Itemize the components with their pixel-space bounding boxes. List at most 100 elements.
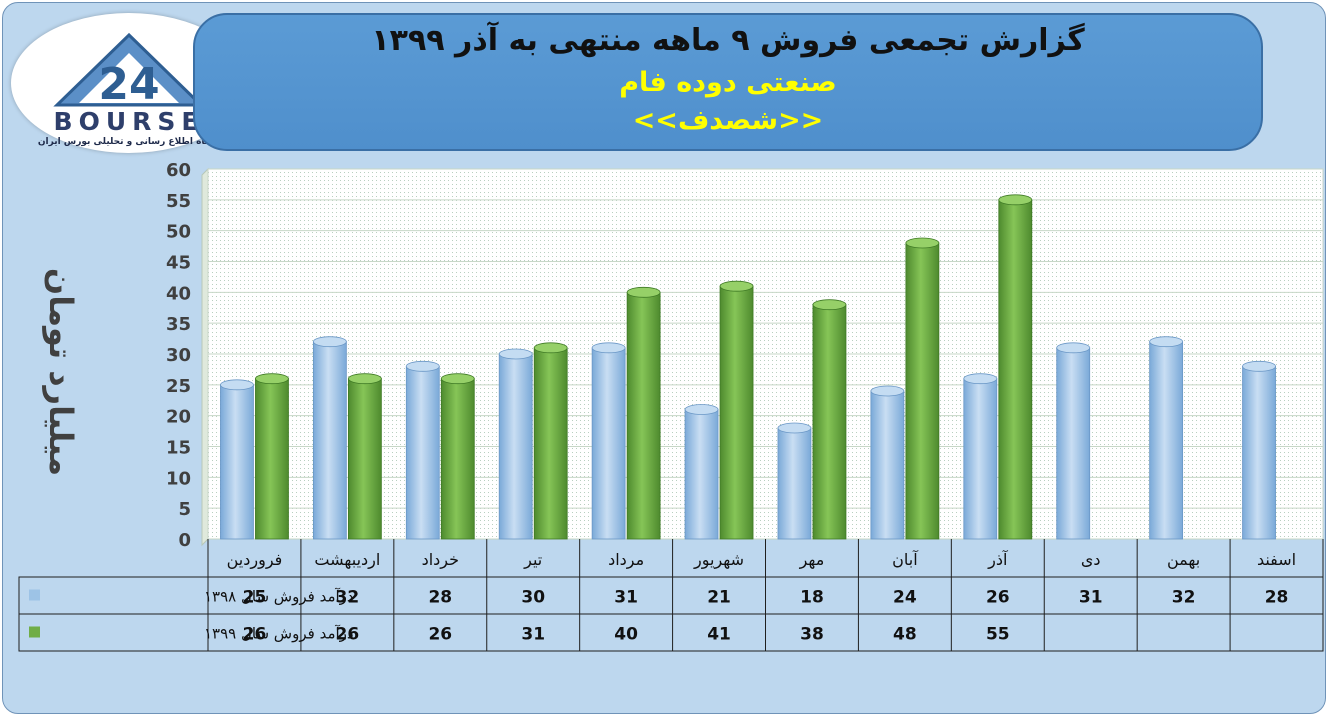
x-tick-label: مهر: [799, 550, 825, 570]
title-banner: گزارش تجمعی فروش ۹ ماهه منتهی به آذر ۱۳۹…: [193, 13, 1263, 151]
bar: [498, 348, 533, 540]
y-tick-label: 60: [166, 160, 191, 181]
symbol-name: <<شصدف>>: [632, 105, 824, 136]
bar-top: [498, 348, 533, 360]
bar-body: [591, 347, 626, 540]
bar: [719, 280, 754, 540]
x-tick-label: آذر: [987, 550, 1009, 570]
bar-body: [905, 242, 940, 540]
bar: [777, 422, 812, 540]
bar-body: [1056, 347, 1091, 540]
data-label: 38: [800, 625, 824, 645]
bar-top: [1056, 342, 1091, 354]
bar: [963, 373, 998, 540]
x-tick-label: اردیبهشت: [314, 550, 380, 570]
x-tick-label: مرداد: [608, 550, 644, 570]
logo-wordmark: BOURSE: [53, 107, 205, 136]
bar-top: [1242, 360, 1276, 372]
bar-top: [405, 360, 440, 372]
data-label: 32: [336, 588, 360, 608]
data-label: 30: [521, 588, 545, 608]
report-title: گزارش تجمعی فروش ۹ ماهه منتهی به آذر ۱۳۹…: [371, 23, 1085, 58]
bar-body: [998, 199, 1033, 540]
y-tick-label: 40: [166, 283, 191, 304]
data-label: 26: [986, 588, 1010, 608]
bar: [870, 385, 905, 540]
bar-top: [905, 237, 940, 249]
bar: [905, 237, 940, 540]
bar-body: [498, 353, 533, 540]
y-tick-label: 45: [166, 253, 191, 274]
y-tick-label: 15: [166, 438, 191, 459]
bar-body: [533, 347, 568, 540]
data-label: 55: [986, 625, 1010, 645]
bar-body: [777, 427, 812, 540]
x-tick-label: شهریور: [693, 550, 744, 570]
bar: [440, 373, 475, 540]
y-tick-label: 55: [166, 191, 191, 212]
data-label: 26: [336, 625, 360, 645]
data-label: 26: [428, 625, 452, 645]
bar: [1242, 360, 1276, 540]
bar: [812, 299, 847, 540]
bar: [591, 342, 626, 540]
bar-top: [812, 299, 847, 311]
logo-emblem-icon: 24: [53, 32, 205, 110]
bar-body: [312, 341, 347, 540]
y-tick-label: 50: [166, 222, 191, 243]
x-tick-label: آبان: [892, 550, 919, 569]
bar-body: [963, 378, 998, 540]
data-label: 24: [893, 588, 917, 608]
bar-body: [255, 378, 289, 540]
y-tick-label: 30: [166, 345, 191, 366]
data-label: 40: [614, 625, 638, 645]
bar: [684, 404, 719, 540]
bar: [220, 379, 254, 540]
data-label: 31: [1079, 588, 1103, 608]
x-tick-label: خرداد: [422, 550, 459, 570]
y-tick-label: 5: [178, 499, 191, 520]
bar-body: [347, 378, 382, 540]
bar-body: [405, 365, 440, 540]
bar: [1149, 336, 1184, 540]
bar-top: [719, 280, 754, 292]
bar-body: [440, 378, 475, 540]
data-label: 41: [707, 625, 731, 645]
x-tick-label: بهمن: [1167, 550, 1200, 570]
bar-body: [1242, 365, 1276, 540]
y-tick-label: 10: [166, 468, 191, 489]
bar-body: [626, 291, 661, 540]
data-label: 25: [243, 588, 267, 608]
svg-text:24: 24: [98, 59, 159, 110]
bar-top: [220, 379, 254, 391]
bar-top: [591, 342, 626, 354]
legend-key: [29, 589, 40, 601]
data-label: 18: [800, 588, 824, 608]
bar: [533, 342, 568, 540]
x-tick-label: فروردین: [227, 550, 283, 570]
legend-label: درآمد فروش سال ۱۳۹۸: [204, 588, 354, 606]
bar: [405, 360, 440, 540]
bar-body: [1149, 341, 1184, 540]
legend-label: درآمد فروش سال ۱۳۹۹: [204, 625, 354, 643]
data-label: 48: [893, 625, 917, 645]
legend-key: [29, 626, 40, 638]
data-label: 21: [707, 588, 731, 608]
bar-top: [998, 194, 1033, 206]
bar: [312, 336, 347, 540]
bar-body: [719, 285, 754, 540]
data-label: 28: [428, 588, 452, 608]
industry-name: صنعتی دوده فام: [619, 67, 837, 98]
bar-body: [220, 384, 254, 540]
bar-top: [684, 404, 719, 415]
bar-top: [347, 373, 382, 385]
logo-tagline: پایگاه اطلاع رسانی و تحلیلی بورس ایران: [37, 137, 221, 147]
bar-top: [440, 373, 475, 385]
bar-top: [255, 373, 289, 385]
bar-top: [777, 422, 812, 434]
y-tick-label: 25: [166, 376, 191, 397]
y-tick-label: 35: [166, 314, 191, 335]
x-tick-label: اسفند: [1257, 550, 1296, 569]
bar-body: [870, 390, 905, 540]
